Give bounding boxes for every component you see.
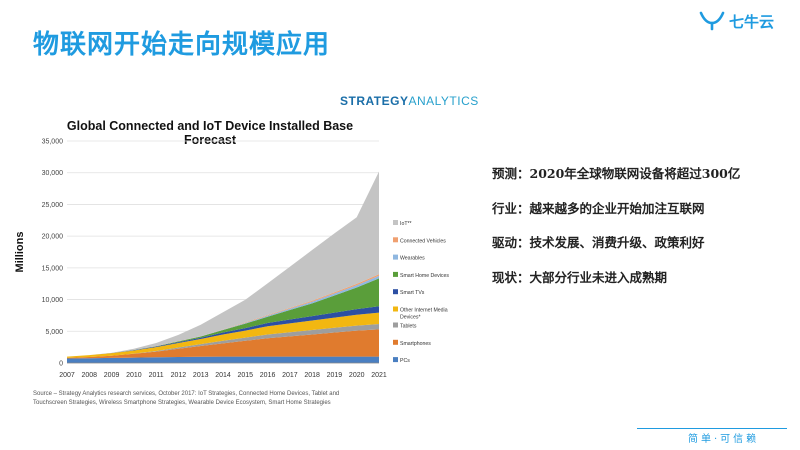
footer-slogan: 简单·可信赖 xyxy=(688,434,760,445)
brand-part2: ANALYTICS xyxy=(408,94,479,108)
note-drivers: 驱动：技术发展、消费升级、政策利好 xyxy=(492,235,705,250)
x-tick-label: 2014 xyxy=(215,372,231,379)
brand-part1: STRATEGY xyxy=(340,94,409,108)
area-series-tablets xyxy=(67,323,379,358)
x-tick-label: 2008 xyxy=(81,372,97,379)
legend-label: Connected Vehicles xyxy=(400,238,446,244)
legend-label: Smart TVs xyxy=(400,290,425,296)
legend-swatch xyxy=(393,306,398,312)
legend-label: Other Internet Media xyxy=(400,308,448,314)
area-series-pcs xyxy=(67,356,379,363)
chart-source-note: Source – Strategy Analytics research ser… xyxy=(33,391,340,406)
legend-swatch xyxy=(393,289,398,295)
x-tick-label: 2011 xyxy=(149,372,164,379)
strategy-analytics-brand: STRATEGYANALYTICS xyxy=(340,94,479,108)
logo: 七牛云 xyxy=(699,8,774,34)
logo-icon xyxy=(699,11,725,31)
note-industry: 行业：越来越多的企业开始加注互联网 xyxy=(492,200,705,216)
legend-label: IoT** xyxy=(400,221,412,227)
y-tick-label: 35,000 xyxy=(42,139,64,146)
legend-swatch xyxy=(393,357,398,363)
chart-title: Global Connected and IoT Device Installe… xyxy=(66,119,354,147)
slide-title: 物联网开始走向规模应用 xyxy=(33,30,331,60)
x-tick-label: 2010 xyxy=(126,372,142,379)
notes-list: 预测：2020年全球物联网设备将超过300亿 行业：越来越多的企业开始加注互联网… xyxy=(492,164,740,302)
x-tick-label: 2015 xyxy=(237,372,253,379)
legend-swatch xyxy=(393,237,398,243)
area-series-other-internet-media-devices xyxy=(67,312,379,358)
x-tick-label: 2017 xyxy=(282,372,298,379)
legend-label: Tablets xyxy=(400,324,417,330)
x-tick-label: 2019 xyxy=(327,372,343,379)
footer-divider xyxy=(637,428,787,429)
legend-label: Devices* xyxy=(400,315,420,321)
legend-swatch xyxy=(393,254,398,260)
x-tick-label: 2018 xyxy=(304,372,320,379)
area-series-smartphones xyxy=(67,329,379,359)
legend-label: Smartphones xyxy=(400,341,431,347)
legend-label: Smart Home Devices xyxy=(400,273,449,279)
y-tick-label: 10,000 xyxy=(42,297,64,304)
x-tick-label: 2013 xyxy=(193,372,209,379)
x-tick-label: 2021 xyxy=(371,372,387,379)
x-tick-label: 2009 xyxy=(104,372,120,379)
legend-swatch xyxy=(393,271,398,277)
y-tick-label: 30,000 xyxy=(42,170,64,177)
legend-swatch xyxy=(393,339,398,345)
y-tick-label: 5,000 xyxy=(45,329,63,336)
x-tick-label: 2016 xyxy=(260,372,276,379)
legend-swatch xyxy=(393,322,398,328)
area-series-iot xyxy=(67,171,379,357)
area-series-smart-tvs xyxy=(67,306,379,357)
note-status: 现状：大部分行业未进入成熟期 xyxy=(492,269,668,285)
legend-swatch xyxy=(393,220,398,225)
y-tick-label: 0 xyxy=(59,361,63,368)
x-tick-label: 2020 xyxy=(349,372,365,379)
logo-text: 七牛云 xyxy=(728,12,774,31)
x-tick-label: 2012 xyxy=(171,372,187,379)
y-tick-label: 25,000 xyxy=(42,202,64,209)
legend-label: Wearables xyxy=(400,256,425,262)
note-forecast: 预测：2020年全球物联网设备将超过300亿 xyxy=(492,166,741,181)
y-tick-label: 15,000 xyxy=(42,265,64,272)
y-tick-label: 20,000 xyxy=(42,234,64,241)
y-axis-label: Millions xyxy=(14,232,26,273)
x-tick-label: 2007 xyxy=(59,372,75,379)
legend-label: PCs xyxy=(400,358,410,364)
